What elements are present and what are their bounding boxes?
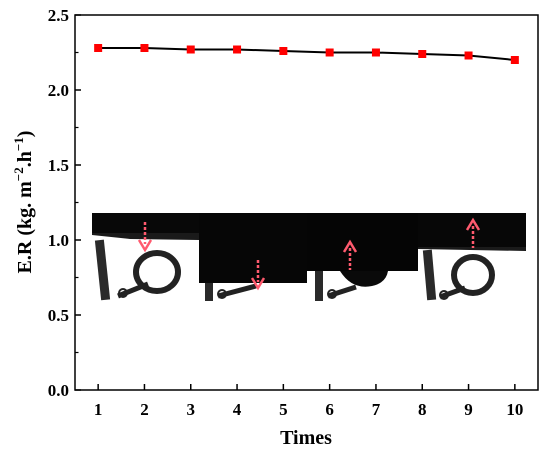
inset-panel-1 xyxy=(92,213,199,301)
arrow-up-2-icon xyxy=(465,217,481,248)
arrow-down-1-icon xyxy=(137,222,153,253)
y-tick-label-0: 0.0 xyxy=(48,381,69,400)
y-tick-label-5: 2.5 xyxy=(48,6,69,25)
data-point-2 xyxy=(140,44,149,52)
x-axis-title: Times xyxy=(280,427,332,449)
inset-arrows xyxy=(137,217,481,291)
x-axis-ticks xyxy=(97,384,516,390)
data-point-3 xyxy=(186,45,195,54)
data-point-9 xyxy=(464,51,473,60)
y-tick-label-1: 0.5 xyxy=(48,306,69,325)
x-tick-label-6: 6 xyxy=(325,400,334,419)
data-point-8 xyxy=(418,50,427,58)
x-axis-tick-labels: 1 2 3 4 5 6 7 8 9 10 xyxy=(94,400,523,419)
y-axis-title-sup2: −1 xyxy=(11,137,26,151)
y-axis-title-sup1: −2 xyxy=(11,167,26,181)
series-line-group xyxy=(98,47,515,61)
x-tick-label-3: 3 xyxy=(187,400,196,419)
y-tick-label-3: 1.5 xyxy=(48,156,69,175)
arrow-up-1-icon xyxy=(342,239,358,270)
data-point-1 xyxy=(94,44,103,52)
y-axis-title: E.R (kg. m−2.h−1) xyxy=(11,131,36,274)
y-axis-title-end: ) xyxy=(14,131,36,138)
data-point-4 xyxy=(233,45,242,54)
x-tick-label-9: 9 xyxy=(464,400,473,419)
inset-panel-2 xyxy=(199,213,307,301)
x-tick-label-1: 1 xyxy=(94,400,103,419)
y-axis-ticks xyxy=(75,14,81,391)
x-tick-label-8: 8 xyxy=(418,400,427,419)
y-axis-title-mid: .h xyxy=(14,151,36,167)
inset-panel-3 xyxy=(307,213,418,301)
x-tick-label-2: 2 xyxy=(140,400,149,419)
x-tick-label-10: 10 xyxy=(506,400,523,419)
series-markers-group xyxy=(94,44,519,64)
data-point-6 xyxy=(325,48,334,57)
data-point-7 xyxy=(371,48,380,57)
x-tick-label-4: 4 xyxy=(233,400,242,419)
series-line xyxy=(98,47,515,61)
y-tick-label-2: 1.0 xyxy=(48,231,69,250)
data-point-5 xyxy=(279,47,288,55)
y-axis-title-main: E.R (kg. m xyxy=(14,181,36,274)
x-tick-label-5: 5 xyxy=(279,400,288,419)
y-tick-label-4: 2.0 xyxy=(48,81,69,100)
inset-droplet-images xyxy=(92,213,526,301)
y-axis-tick-labels: 0.0 0.5 1.0 1.5 2.0 2.5 xyxy=(48,6,69,400)
data-point-10 xyxy=(510,56,519,64)
arrow-down-2-icon xyxy=(250,260,266,291)
x-tick-label-7: 7 xyxy=(372,400,381,419)
